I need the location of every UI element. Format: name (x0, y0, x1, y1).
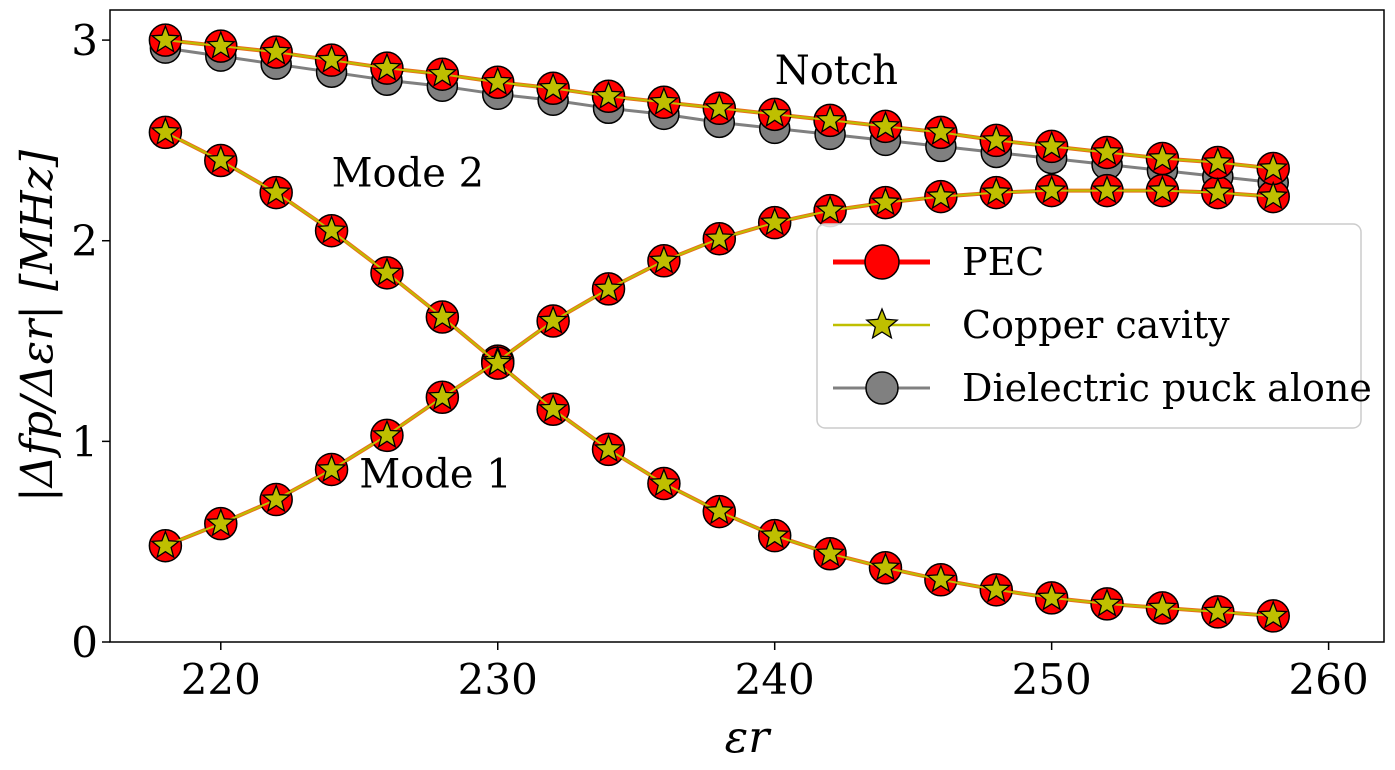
data-point-copper (482, 347, 513, 376)
data-point-copper (150, 529, 181, 559)
data-point-copper (205, 144, 236, 174)
data-point-copper (704, 222, 735, 252)
data-point-copper (1036, 130, 1067, 160)
annotation-notch: Notch (775, 48, 898, 94)
data-point-copper (371, 52, 403, 81)
data-point-copper (593, 433, 624, 463)
data-point-copper (1258, 600, 1289, 629)
legend-entry-dielectric-puck-alone: Dielectric puck alone (833, 366, 1372, 410)
legend-marker (864, 244, 900, 280)
legend-entry-copper-cavity: Copper cavity (833, 303, 1230, 347)
data-point-copper (981, 176, 1012, 206)
data-point-copper (870, 551, 901, 581)
data-point-copper (1036, 174, 1067, 204)
data-point-copper (981, 124, 1012, 154)
data-point-copper (316, 44, 347, 73)
data-point-copper (1258, 152, 1289, 182)
data-point-copper (870, 186, 901, 216)
data-point-copper (648, 86, 679, 116)
data-point-copper (1202, 176, 1233, 206)
annotations: Notch Mode 2 Mode 1 (332, 48, 898, 497)
data-point-copper (316, 453, 347, 483)
x-axis: 220 230 240 250 260 (181, 642, 1369, 704)
data-point-copper (1147, 174, 1178, 204)
data-point-copper (1202, 146, 1233, 176)
series-copper-cavity-mode-1 (150, 174, 1289, 559)
data-point-copper (316, 214, 347, 244)
data-point-copper (1202, 596, 1233, 625)
legend-entry-pec: PEC (833, 240, 1044, 284)
legend-label: Copper cavity (962, 303, 1230, 347)
data-point-copper (538, 393, 569, 423)
x-tick-label: 260 (1289, 655, 1369, 704)
data-point-copper (815, 537, 846, 567)
data-point-copper (538, 305, 569, 334)
data-point-copper (371, 419, 403, 449)
annotation-mode-2: Mode 2 (332, 151, 484, 197)
data-point-copper (648, 244, 679, 274)
data-point-copper (593, 80, 624, 110)
x-tick-label: 230 (458, 655, 538, 704)
data-point-copper (815, 194, 846, 224)
data-point-copper (538, 72, 569, 102)
data-point-copper (427, 381, 458, 411)
data-point-copper (1091, 174, 1123, 204)
y-tick-label: 3 (71, 16, 98, 65)
data-point-copper (925, 564, 956, 593)
legend-marker (865, 371, 899, 405)
data-point-copper (261, 483, 292, 513)
data-point-copper (482, 66, 513, 96)
data-point-copper (1036, 582, 1067, 611)
data-point-copper (648, 467, 679, 497)
plot-frame (109, 9, 1385, 643)
legend-label: Dielectric puck alone (962, 366, 1372, 410)
y-tick-label: 0 (71, 618, 98, 667)
data-point-copper (1147, 142, 1178, 172)
legend-marker (865, 307, 899, 340)
data-point-copper (150, 24, 181, 53)
legend-box (816, 223, 1362, 429)
y-tick-label: 1 (71, 417, 98, 466)
legend: PEC Copper cavity Dielectric puck alone (816, 223, 1372, 429)
data-point-copper (981, 573, 1012, 603)
data-point-copper (1091, 588, 1123, 617)
data-point-copper (925, 180, 956, 210)
series-copper-cavity-mode-2 (150, 116, 1289, 629)
data-point-copper (205, 30, 236, 59)
x-tick-label: 250 (1012, 655, 1092, 704)
data-point-copper (925, 116, 956, 146)
data-point-copper (815, 104, 846, 134)
y-tick-label: 2 (71, 217, 98, 266)
x-tick-label: 220 (181, 655, 261, 704)
data-point-copper (759, 98, 790, 128)
legend-label: PEC (962, 240, 1044, 284)
data-point-copper (1258, 180, 1289, 210)
y-axis: 0 1 2 3 (71, 16, 110, 667)
data-point-copper (704, 495, 735, 525)
y-axis-label: |Δfp/Δεr| [MHz] (12, 149, 63, 502)
data-point-copper (1147, 592, 1178, 621)
data-point-copper (150, 116, 181, 146)
data-point-copper (759, 519, 790, 549)
series-copper-cavity-notch (150, 24, 1289, 182)
data-point-copper (1091, 136, 1123, 166)
data-point-copper (427, 58, 458, 87)
annotation-mode-1: Mode 1 (359, 452, 511, 498)
x-axis-label: εr (725, 712, 773, 763)
data-point-copper (704, 92, 735, 122)
data-point-copper (593, 273, 624, 302)
data-point-copper (261, 36, 292, 65)
series-layer (148, 23, 1290, 633)
data-point-copper (371, 256, 403, 286)
data-point-copper (759, 206, 790, 236)
data-point-copper (870, 110, 901, 140)
data-point-copper (261, 176, 292, 206)
x-tick-label: 240 (735, 655, 815, 704)
data-point-copper (205, 507, 236, 537)
data-point-copper (427, 301, 458, 330)
